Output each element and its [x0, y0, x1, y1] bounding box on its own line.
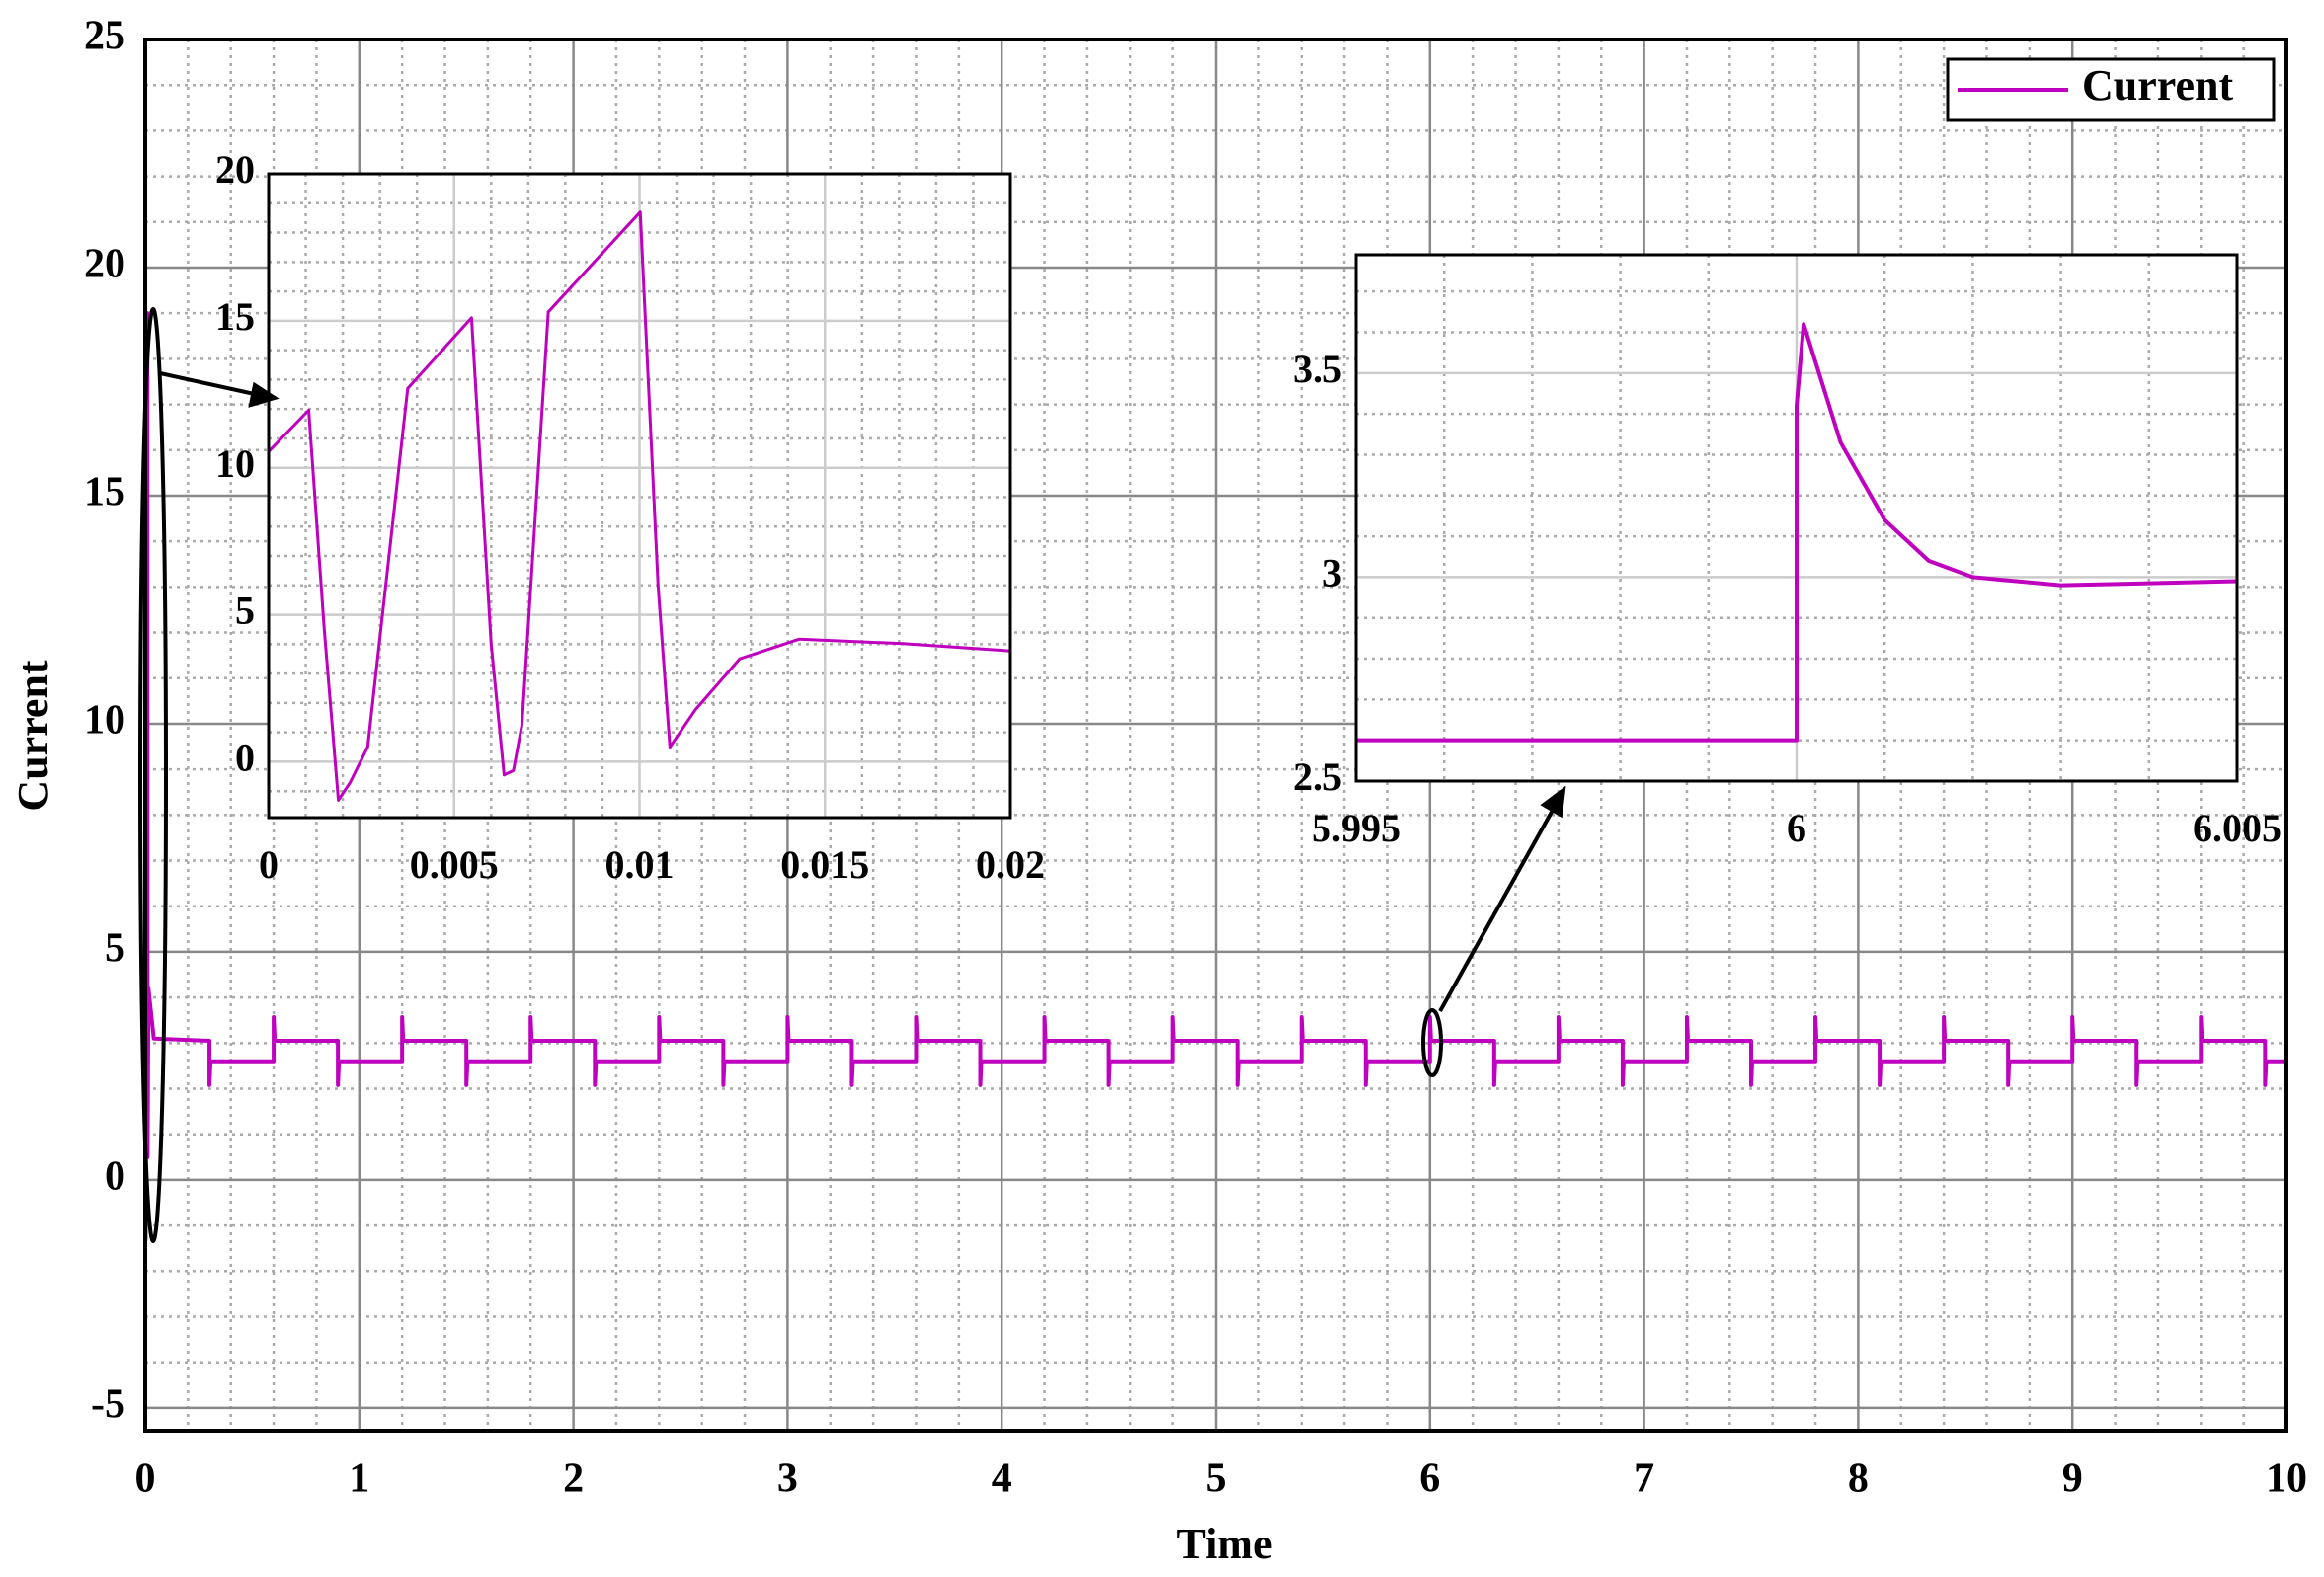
x-tick-label: 6.005 [2193, 806, 2282, 850]
legend: Current [1946, 57, 2276, 122]
x-tick-label: 10 [2266, 1457, 2307, 1502]
data-line [269, 210, 1010, 802]
zoom-ellipse [1421, 1008, 1443, 1077]
x-tick-label: 6 [1787, 806, 1806, 850]
x-axis-label: Time [1177, 1520, 1273, 1568]
x-tick-label: 8 [1848, 1457, 1869, 1502]
arrow-head [248, 381, 280, 408]
x-tick-label: 0.015 [780, 842, 869, 887]
x-tick-label: 0.02 [976, 842, 1045, 887]
y-tick-label: -5 [91, 1382, 125, 1428]
y-tick-label: 10 [84, 698, 125, 744]
data-line [1356, 322, 2237, 743]
y-tick-label: 0 [105, 1154, 125, 1200]
y-tick-label: 25 [84, 14, 125, 59]
plot-1: 0 0.005 0.01 0.015 0.02 0 5 10 15 20 [215, 147, 1045, 887]
data-group [145, 311, 2286, 1241]
zoom-arrow [1438, 804, 1558, 1012]
x-tick-label: 4 [992, 1457, 1012, 1502]
y-tick-label: 3 [1322, 551, 1342, 595]
data-line [145, 311, 2286, 1241]
x-tick-label: 3 [777, 1457, 798, 1502]
arrow-head [1540, 785, 1566, 819]
x-tick-label: 7 [1634, 1457, 1654, 1502]
y-tick-label: 5 [105, 926, 125, 972]
zoom-arrow [159, 371, 260, 397]
y-axis-label: Current [9, 660, 57, 812]
y-tick-label: 15 [84, 470, 125, 515]
y-tick-label: 2.5 [1293, 754, 1342, 799]
x-tick-label: 6 [1419, 1457, 1440, 1502]
x-tick-label: 0 [259, 842, 279, 887]
plot-frame [1354, 253, 2239, 783]
y-tick-label: 10 [215, 441, 255, 486]
data-group [1356, 322, 2237, 743]
y-tick-label: 0 [235, 736, 255, 780]
y-tick-label: 5 [235, 589, 255, 633]
x-tick-label: 5 [1206, 1457, 1227, 1502]
plot-frame [143, 38, 2288, 1433]
zoom-ellipse [138, 307, 168, 1243]
x-tick-label: 0 [135, 1457, 156, 1502]
x-tick-label: 0.005 [410, 842, 499, 887]
plot-frame [267, 172, 1012, 820]
data-group [269, 210, 1010, 802]
x-tick-label: 1 [349, 1457, 369, 1502]
x-tick-label: 9 [2062, 1457, 2083, 1502]
plot-2: 5.995 6 6.005 2.5 3 3.5 [1293, 253, 2282, 850]
x-tick-label: 5.995 [1312, 806, 1401, 850]
x-tick-label: 0.01 [605, 842, 675, 887]
annotations [138, 307, 1566, 1243]
y-tick-label: 20 [84, 242, 125, 287]
x-tick-label: 2 [563, 1457, 584, 1502]
legend-label: Current [2082, 61, 2234, 110]
y-tick-label: 20 [215, 147, 255, 192]
y-tick-label: 3.5 [1293, 347, 1342, 391]
y-tick-label: 15 [215, 294, 255, 339]
